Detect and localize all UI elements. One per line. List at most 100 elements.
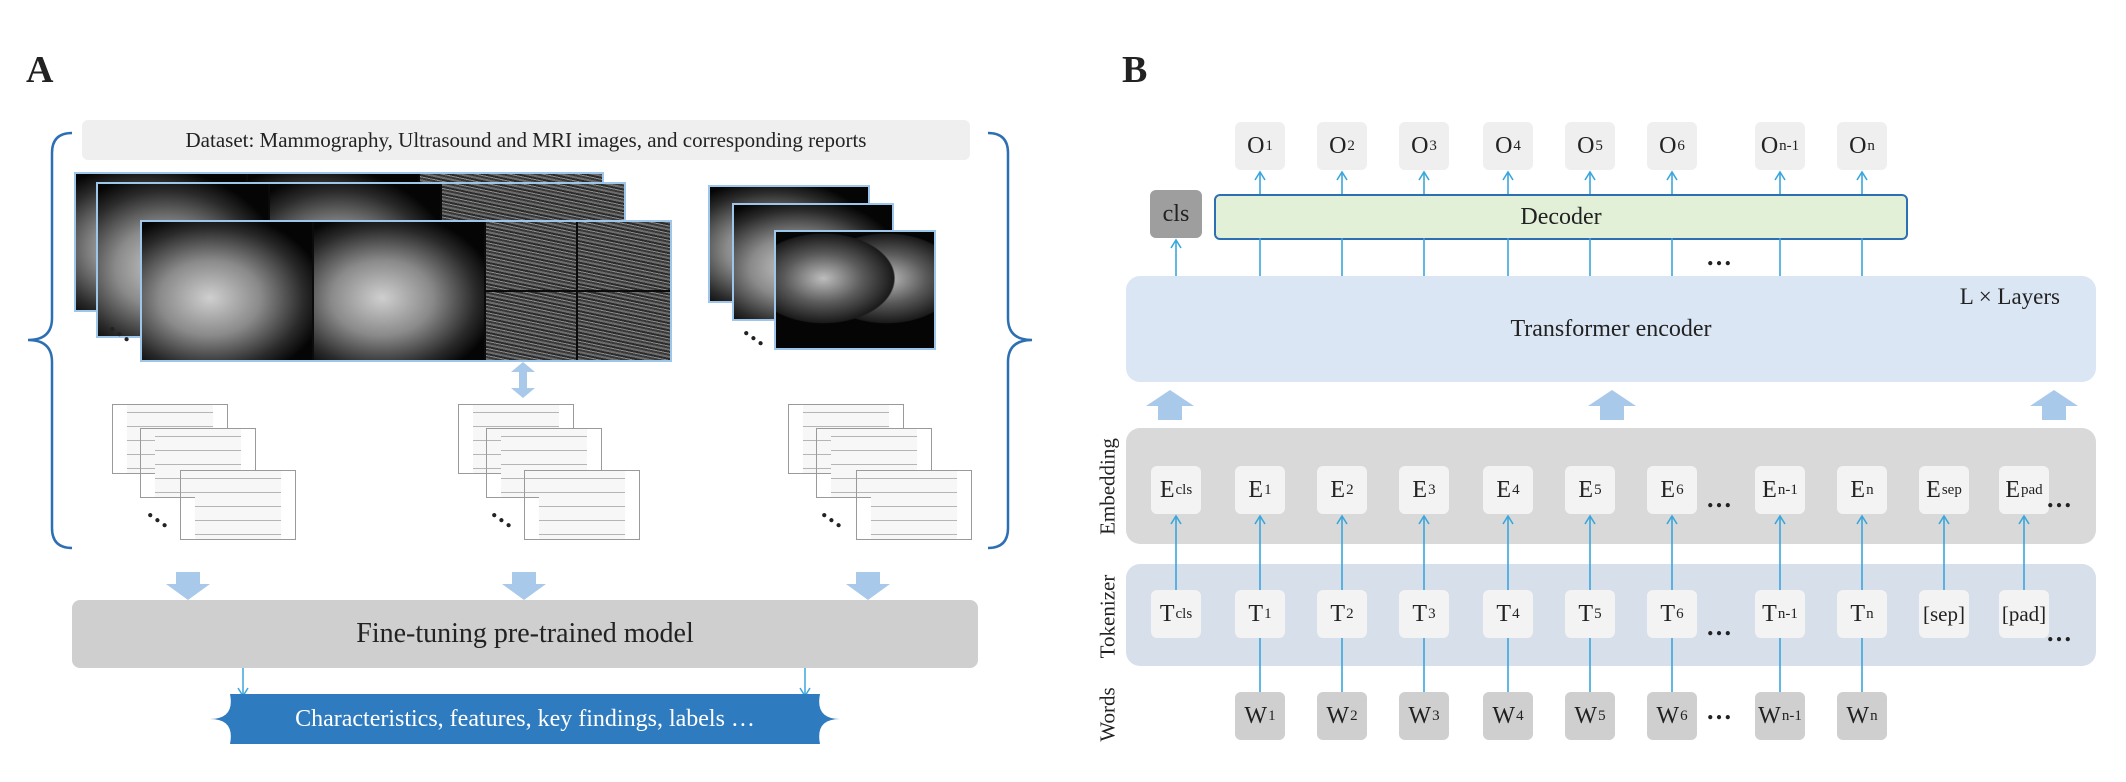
token-to-embedding-arrow-2-head: [1254, 514, 1266, 525]
token-to-embedding-arrow-6-head: [1584, 514, 1596, 525]
word-token-6-base: W: [1656, 702, 1680, 729]
report-doc-1c: [180, 470, 296, 540]
embedding-token-11-base: E: [2005, 476, 2020, 503]
output-token-7-base: O: [1760, 132, 1779, 159]
tokenizer-end-ellipsis: …: [2046, 618, 2072, 647]
tokenizer-token-3-subscript: 2: [1346, 605, 1354, 622]
word-token-2-subscript: 2: [1350, 707, 1358, 724]
output-token-5-base: O: [1577, 132, 1595, 159]
decoder-ellipsis: …: [1706, 242, 1732, 271]
dataset-label: Dataset: Mammography, Ultrasound and MRI…: [185, 127, 867, 152]
embedding-token-1-subscript: cls: [1175, 481, 1193, 498]
embedding-token-10-base: E: [1926, 476, 1941, 503]
output-token-6-subscript: 6: [1677, 137, 1685, 154]
token-to-embedding-arrow-5-head: [1502, 514, 1514, 525]
embedding-token-10-subscript: sep: [1941, 481, 1962, 498]
tokenizer-token-8-subscript: n-1: [1777, 605, 1798, 622]
embedding-token-3-subscript: 2: [1346, 481, 1354, 498]
tokenizer-token-1-subscript: cls: [1175, 605, 1193, 622]
tokenizer-token-4-base: T: [1412, 600, 1428, 627]
tokenizer-token-4-subscript: 3: [1428, 605, 1436, 622]
decoder-to-output-arrow-4-head: [1502, 170, 1514, 181]
embedding-token-2-base: E: [1248, 476, 1264, 503]
token-to-embedding-arrow-3-head: [1336, 514, 1348, 525]
block-arrow-down-3: [846, 572, 890, 600]
embedding-end-ellipsis: …: [2046, 484, 2072, 513]
block-arrow-up-1: [1146, 390, 1194, 420]
block-arrow-down-2: [502, 572, 546, 600]
token-to-embedding-arrow-11-head: [2018, 514, 2030, 525]
embedding-token-7-subscript: 6: [1676, 481, 1684, 498]
tokenizer-token-10: [sep]: [1919, 590, 1969, 638]
mammography-image-front: [140, 220, 672, 362]
tokenizer-token-3-base: T: [1330, 600, 1346, 627]
word-token-8-base: W: [1846, 702, 1870, 729]
tokenizer-token-6-base: T: [1578, 600, 1594, 627]
token-to-embedding-arrow-1-head: [1170, 514, 1182, 525]
embedding-token-8-subscript: n-1: [1777, 481, 1798, 498]
output-token-8-base: O: [1849, 132, 1867, 159]
word-token-7-subscript: n-1: [1781, 707, 1802, 724]
left-brace: [27, 131, 73, 550]
output-token-2-subscript: 2: [1347, 137, 1355, 154]
tokenizer-token-11: [pad]: [1999, 590, 2049, 638]
embedding-token-3-base: E: [1330, 476, 1346, 503]
transformer-encoder-box: Transformer encoder L × Layers: [1126, 276, 2096, 382]
embedding-token-5-subscript: 4: [1512, 481, 1520, 498]
tokenizer-token-10-base: [sep]: [1923, 601, 1965, 626]
word-token-3-base: W: [1408, 702, 1432, 729]
output-token-1-base: O: [1247, 132, 1265, 159]
encoder-label: Transformer encoder: [1510, 316, 1712, 342]
decoder-to-output-arrow-1-head: [1254, 170, 1266, 181]
output-token-5-subscript: 5: [1595, 137, 1603, 154]
output-token-3-base: O: [1411, 132, 1429, 159]
output-token-4-base: O: [1495, 132, 1513, 159]
output-token-7-subscript: n-1: [1779, 137, 1800, 154]
word-token-5-base: W: [1574, 702, 1598, 729]
ultrasound-tile-2: [578, 222, 670, 290]
word-token-1-subscript: 1: [1268, 707, 1276, 724]
decoder-box: Decoder: [1214, 194, 1908, 240]
decoder-to-output-arrow-6-head: [1666, 170, 1678, 181]
tokenizer-token-1-base: T: [1159, 600, 1175, 627]
output-token-3-subscript: 3: [1429, 137, 1437, 154]
token-to-embedding-arrow-8-head: [1774, 514, 1786, 525]
word-token-1-base: W: [1244, 702, 1268, 729]
image-report-link-arrow: [511, 362, 535, 398]
word-token-4-base: W: [1492, 702, 1516, 729]
output-token-8-subscript: n: [1867, 137, 1875, 154]
tokenizer-token-9-subscript: n: [1866, 605, 1874, 622]
token-to-embedding-arrow-9-head: [1856, 514, 1868, 525]
encoder-to-cls-arrow-head: [1170, 238, 1182, 249]
embedding-token-5-base: E: [1496, 476, 1512, 503]
layers-label: L × Layers: [1959, 284, 2060, 309]
finetune-box: Fine-tuning pre-trained model: [72, 600, 978, 668]
decoder-to-output-arrow-7-head: [1774, 170, 1786, 181]
words-ellipsis: …: [1706, 696, 1732, 725]
tokenizer-token-2-base: T: [1248, 600, 1264, 627]
ultrasound-tile-4: [578, 292, 670, 360]
tokenizer-token-5-subscript: 4: [1512, 605, 1520, 622]
